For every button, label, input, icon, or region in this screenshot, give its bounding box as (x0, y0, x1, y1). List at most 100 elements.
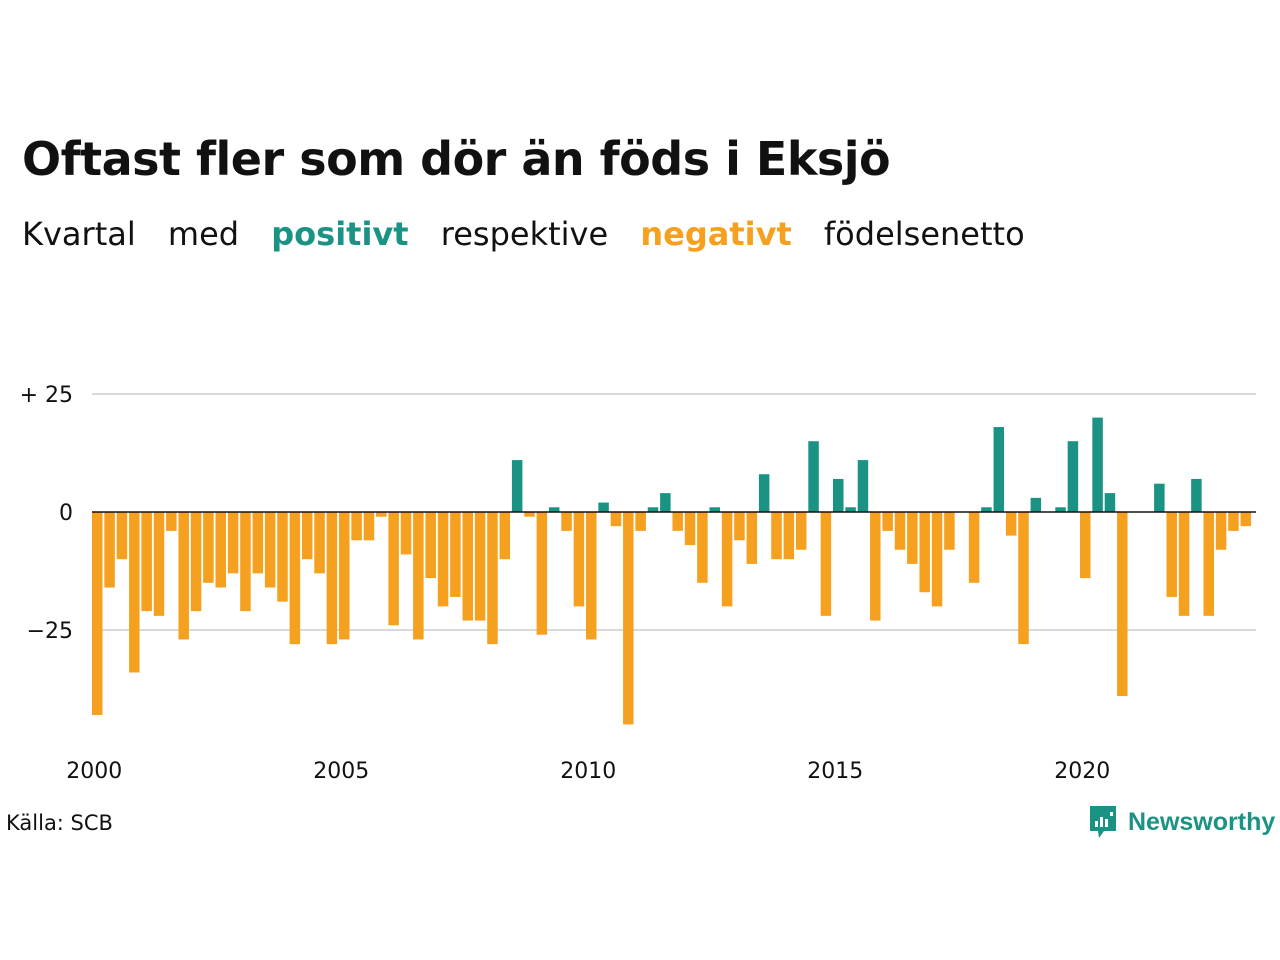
bar (647, 507, 659, 512)
bar (326, 512, 338, 645)
bar (524, 512, 535, 517)
bar (573, 512, 585, 607)
bar (833, 478, 844, 512)
bar (1178, 512, 1190, 616)
bar (795, 512, 807, 550)
bar (709, 507, 720, 512)
bar (1228, 512, 1239, 531)
bar (1104, 493, 1116, 512)
bar (339, 512, 350, 640)
x-tick-label: 2010 (560, 759, 616, 784)
x-axis-labels: 2000 2005 2010 2015 2020 (66, 759, 1110, 784)
bar (1203, 512, 1214, 616)
bar (1166, 512, 1177, 597)
bar (907, 512, 918, 564)
bar (376, 512, 387, 517)
bar (993, 427, 1005, 512)
subtitle-negative-word: negativt (640, 215, 792, 253)
bar (314, 512, 325, 574)
bar (190, 512, 202, 612)
bar (104, 512, 115, 588)
y-tick-label: 0 (59, 501, 73, 526)
subtitle-part-4: födelsenetto (823, 215, 1025, 253)
bar (227, 512, 239, 574)
bar (351, 512, 362, 541)
bar (277, 512, 288, 602)
newsworthy-logo-icon (1090, 806, 1116, 838)
bar (734, 512, 745, 541)
subtitle-part-2: med (167, 215, 240, 253)
x-tick-label: 2015 (807, 759, 863, 784)
bar (1067, 441, 1079, 512)
y-axis-labels: + 25 0 −25 (20, 383, 73, 644)
x-tick-label: 2020 (1054, 759, 1110, 784)
bar (437, 512, 449, 607)
x-tick-label: 2000 (66, 759, 122, 784)
bar (672, 512, 683, 531)
y-tick-label: + 25 (20, 383, 73, 408)
bar (425, 512, 436, 579)
source-note: Källa: SCB (6, 811, 113, 835)
chart-subtitle: Kvartal med positivt respektive negativt… (22, 215, 1047, 253)
x-tick-label: 2005 (313, 759, 369, 784)
bar (771, 512, 782, 560)
bar (820, 512, 832, 616)
bar (561, 512, 572, 531)
bar (203, 512, 214, 583)
bar (1092, 417, 1103, 512)
bar-chart: + 25 0 −25 2000 2005 2010 2015 2020 (20, 383, 1256, 784)
bar (746, 512, 758, 564)
chart-title: Oftast fler som dör än föds i Eksjö (22, 132, 891, 186)
bar (894, 512, 906, 550)
bar (684, 512, 696, 546)
bar (758, 474, 770, 512)
bar (92, 512, 103, 715)
bar (808, 441, 819, 512)
bar (660, 493, 671, 512)
bar (981, 507, 992, 512)
bar (511, 460, 523, 512)
bar (499, 512, 511, 560)
bar (783, 512, 795, 560)
bar (1055, 507, 1066, 512)
bar (1080, 512, 1091, 579)
bar (363, 512, 375, 541)
bar (1215, 512, 1227, 550)
subtitle-part-1: Kvartal (22, 215, 136, 253)
bar (289, 512, 301, 645)
bar (413, 512, 424, 640)
bar (870, 512, 881, 621)
bar (536, 512, 548, 635)
bar (215, 512, 226, 588)
bar (1154, 483, 1165, 512)
bar (153, 512, 165, 616)
bar (301, 512, 313, 560)
bar (610, 512, 622, 527)
bar (141, 512, 152, 612)
bar (166, 512, 177, 531)
y-tick-label: −25 (27, 619, 73, 644)
bar (931, 512, 943, 607)
bar (264, 512, 276, 588)
grid-lines (92, 393, 1256, 631)
bar (462, 512, 473, 621)
subtitle-positive-word: positivt (271, 215, 409, 253)
bar (116, 512, 128, 560)
bar (857, 460, 869, 512)
bar (548, 507, 560, 512)
bar (919, 512, 930, 593)
bar (487, 512, 498, 645)
bar (178, 512, 189, 640)
bar (450, 512, 461, 597)
bar (1117, 512, 1128, 697)
bar (845, 507, 856, 512)
bar (129, 512, 140, 673)
bar (882, 512, 893, 531)
bar (388, 512, 399, 626)
bar (721, 512, 733, 607)
bar (968, 512, 980, 583)
bar (1240, 512, 1252, 527)
bar (252, 512, 264, 574)
bar (474, 512, 486, 621)
bar (623, 512, 634, 725)
